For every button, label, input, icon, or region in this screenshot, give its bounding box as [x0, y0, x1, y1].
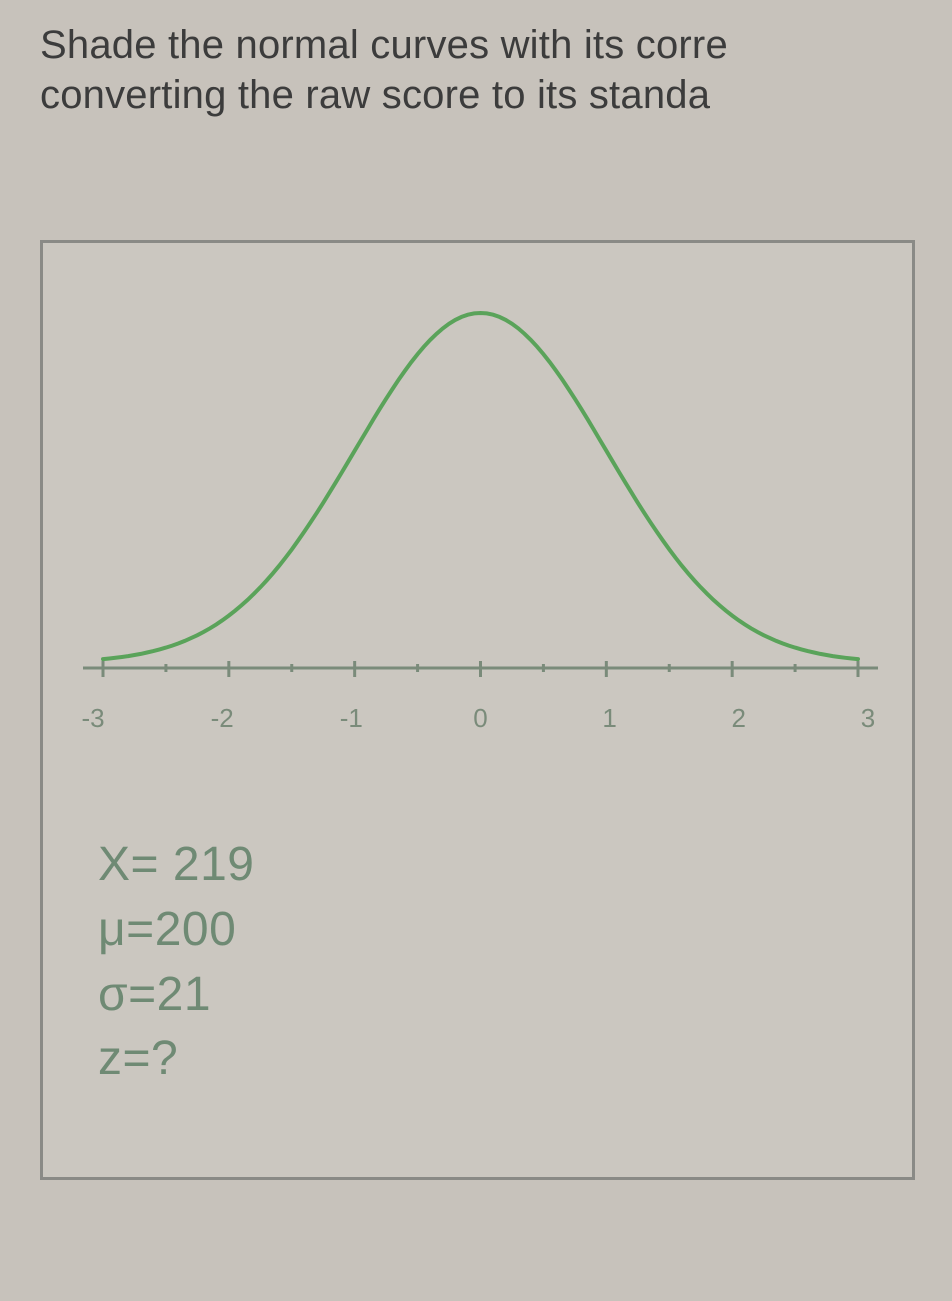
normal-curve-chart	[73, 273, 888, 703]
value-sigma: σ=21	[98, 963, 254, 1028]
instruction-line2: converting the raw score to its standa	[40, 70, 952, 120]
given-values: X= 219 μ=200 σ=21 z=?	[98, 833, 254, 1092]
tick-label: 0	[460, 703, 500, 743]
instruction-text: Shade the normal curves with its corre c…	[40, 20, 952, 120]
value-X: X= 219	[98, 833, 254, 898]
x-axis-labels: -3 -2 -1 0 1 2 3	[73, 703, 888, 743]
problem-panel: -3 -2 -1 0 1 2 3 X= 219 μ=200 σ=21 z=?	[40, 240, 915, 1180]
tick-label: -2	[202, 703, 242, 743]
value-z: z=?	[98, 1027, 254, 1092]
bell-curve-path	[103, 313, 858, 659]
tick-label: 1	[590, 703, 630, 743]
tick-label: 2	[719, 703, 759, 743]
value-mu: μ=200	[98, 898, 254, 963]
tick-label: 3	[848, 703, 888, 743]
bell-curve-svg	[73, 273, 888, 703]
tick-label: -1	[331, 703, 371, 743]
tick-label: -3	[73, 703, 113, 743]
instruction-line1: Shade the normal curves with its corre	[40, 20, 952, 70]
